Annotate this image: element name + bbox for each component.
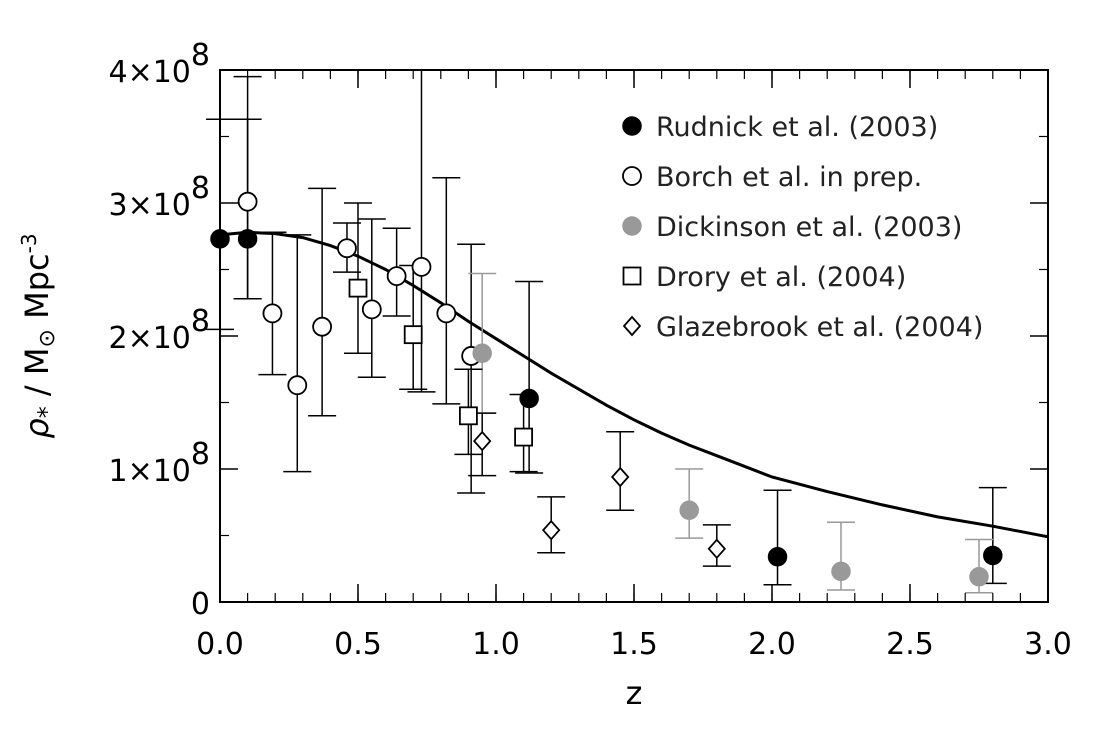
data-point: [312, 316, 333, 337]
y-tick-exponent: 8: [191, 304, 210, 339]
y-tick-mantissa: 4×10: [109, 55, 191, 90]
data-point: [679, 500, 699, 520]
legend-label: Drory et al. (2004): [656, 262, 906, 293]
x-tick-label: 1.0: [472, 627, 520, 662]
y-tick-mantissa: 3×10: [109, 188, 191, 223]
y-tick-mantissa: 1×10: [109, 454, 191, 489]
data-point: [610, 466, 630, 488]
data-point: [436, 303, 457, 324]
data-point: [983, 545, 1003, 566]
data-point: [361, 299, 382, 320]
x-tick-label: 2.5: [886, 627, 934, 662]
data-point: [472, 430, 492, 452]
data-point: [262, 303, 283, 324]
x-tick-label: 3.0: [1024, 627, 1072, 662]
data-point: [411, 256, 432, 277]
y-tick-exponent: 8: [191, 437, 210, 472]
legend-marker: [622, 315, 642, 337]
data-point: [472, 343, 492, 364]
data-point: [287, 375, 308, 396]
data-point: [767, 547, 788, 567]
y-tick-mantissa: 0: [191, 587, 210, 622]
data-point: [386, 266, 407, 287]
y-tick-label: 4×108: [109, 38, 211, 91]
legend-label: Borch et al. in prep.: [656, 162, 922, 193]
axis-ticks-layer: [219, 69, 1049, 603]
data-point: [969, 566, 989, 587]
legend-label: Dickinson et al. (2003): [656, 212, 962, 243]
y-tick-exponent: 8: [191, 38, 210, 73]
legend-label: Rudnick et al. (2003): [656, 112, 938, 143]
y-title-mid: / M: [18, 348, 56, 407]
y-title-sun-symbol: ⊙: [35, 329, 60, 347]
tick-labels-layer: 0.0 0.5 1.0 1.5 2.0 2.5 3.001×1082×1083×1084×1…: [109, 38, 1072, 663]
x-tick-label: 0.0: [196, 627, 244, 662]
legend-marker: [622, 116, 642, 136]
y-tick-label: 2×108: [109, 304, 211, 357]
data-point: [707, 538, 727, 560]
y-tick-label: 3×108: [109, 171, 211, 224]
y-title-exponent: -3: [17, 233, 41, 253]
x-tick-label: 2.0: [748, 627, 796, 662]
data-point: [519, 388, 539, 409]
legend: Rudnick et al. (2003) Borch et al. in pre…: [622, 112, 983, 343]
y-title-rho: ρ: [18, 418, 56, 438]
data-point: [337, 238, 357, 259]
legend-marker: [622, 266, 642, 286]
model-curve: [219, 230, 1049, 539]
model-curve-layer: [219, 230, 1049, 539]
y-title-rho-subscript: *: [33, 406, 61, 418]
y-tick-label: 1×108: [109, 437, 211, 490]
y-tick-label: 0: [191, 587, 210, 622]
data-point: [348, 278, 368, 298]
y-axis-title: ρ* / M⊙ Mpc-3: [17, 233, 61, 438]
y-title-unit: Mpc: [18, 253, 56, 329]
data-point: [403, 325, 423, 345]
y-tick-exponent: 8: [191, 171, 210, 206]
x-tick-label: 1.5: [610, 627, 658, 662]
data-point: [237, 229, 258, 249]
legend-label: Glazebrook et al. (2004): [656, 312, 983, 343]
x-axis-title: z: [626, 674, 643, 712]
legend-marker: [622, 216, 642, 236]
y-tick-mantissa: 2×10: [109, 321, 191, 356]
data-point: [458, 406, 478, 426]
legend-marker: [622, 166, 642, 186]
data-point: [514, 427, 533, 447]
data-point: [541, 519, 561, 541]
data-point: [237, 191, 258, 212]
data-points-layer: [210, 191, 1003, 587]
x-tick-label: 0.5: [334, 627, 382, 662]
data-point: [831, 561, 851, 582]
